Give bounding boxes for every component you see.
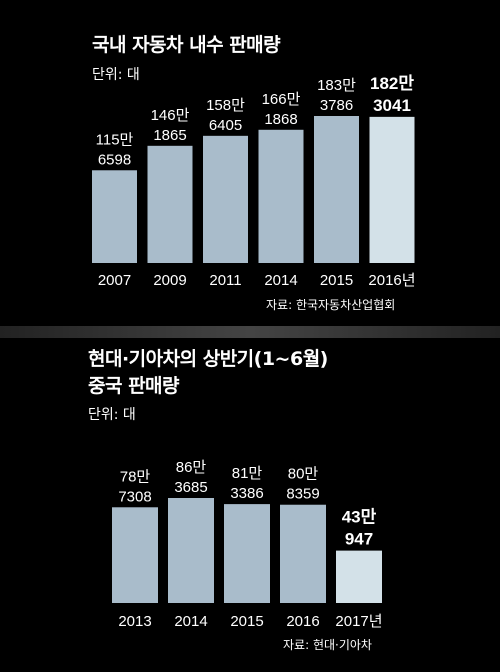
value-label-2016년-2: 3041 bbox=[373, 96, 411, 115]
category-label-2009: 2009 bbox=[153, 272, 186, 289]
value-label-2017년-2: 947 bbox=[345, 530, 373, 549]
value-label-2007-1: 115만 bbox=[96, 131, 134, 148]
value-label-2009-1: 146만 bbox=[151, 107, 190, 124]
bar-2016 bbox=[280, 504, 326, 603]
chart2-title-line2: 중국 판매량 bbox=[88, 375, 180, 397]
value-label-2014-1: 86만 bbox=[176, 459, 207, 476]
bar-2015 bbox=[224, 504, 270, 603]
value-label-2015-1: 81만 bbox=[232, 465, 263, 482]
value-label-2017년-1: 43만 bbox=[342, 508, 377, 527]
category-label-2014: 2014 bbox=[174, 613, 207, 630]
value-label-2007-2: 6598 bbox=[98, 151, 131, 168]
category-label-2016: 2016 bbox=[286, 613, 319, 630]
category-label-2014: 2014 bbox=[264, 272, 297, 289]
chart2-unit: 단위: 대 bbox=[88, 407, 136, 423]
value-label-2016-1: 80만 bbox=[288, 466, 319, 483]
value-label-2016년-1: 182만 bbox=[370, 74, 414, 93]
chart1-source: 자료: 한국자동차산업협회 bbox=[266, 298, 396, 312]
value-label-2009-2: 1865 bbox=[153, 127, 186, 144]
bar-2014 bbox=[258, 129, 304, 263]
bar-2014 bbox=[168, 498, 214, 603]
divider bbox=[0, 326, 500, 338]
bar-2015 bbox=[314, 116, 359, 263]
bar-2017년 bbox=[336, 550, 382, 603]
category-label-2015: 2015 bbox=[230, 613, 263, 630]
chart1-title: 국내 자동차 내수 판매량 bbox=[92, 34, 281, 56]
value-label-2015-2: 3386 bbox=[230, 485, 263, 502]
category-label-2013: 2013 bbox=[118, 613, 151, 630]
value-label-2015-2: 3786 bbox=[320, 97, 353, 114]
value-label-2014-1: 166만 bbox=[262, 91, 301, 108]
bar-2009 bbox=[147, 145, 193, 263]
category-label-2011: 2011 bbox=[209, 272, 241, 289]
value-label-2013-2: 7308 bbox=[118, 488, 151, 505]
bar-2007 bbox=[92, 170, 137, 263]
value-label-2011-2: 6405 bbox=[209, 117, 242, 134]
category-label-2017년: 2017년 bbox=[335, 613, 382, 630]
value-label-2014-2: 3685 bbox=[174, 479, 207, 496]
category-label-2007: 2007 bbox=[98, 272, 131, 289]
value-label-2016-2: 8359 bbox=[286, 486, 319, 503]
chart2-source: 자료: 현대·기아차 bbox=[283, 638, 372, 652]
chart1-unit: 단위: 대 bbox=[92, 67, 140, 83]
category-label-2015: 2015 bbox=[320, 272, 353, 289]
value-label-2013-1: 78만 bbox=[120, 468, 151, 485]
value-label-2015-1: 183만 bbox=[317, 77, 356, 94]
bar-2016년 bbox=[369, 116, 415, 263]
chart2-title-line1: 현대·기아차의 상반기(1~6월) bbox=[88, 348, 328, 370]
value-label-2014-2: 1868 bbox=[264, 111, 297, 128]
bar-2013 bbox=[112, 507, 158, 603]
value-label-2011-1: 158만 bbox=[206, 97, 245, 114]
chart1-bar-chart: 115만 6598 2007 146만 1865 2009 158만 6405 2011 166만… bbox=[92, 74, 416, 289]
bar-2011 bbox=[203, 135, 248, 263]
category-label-2016년: 2016년 bbox=[368, 272, 415, 289]
